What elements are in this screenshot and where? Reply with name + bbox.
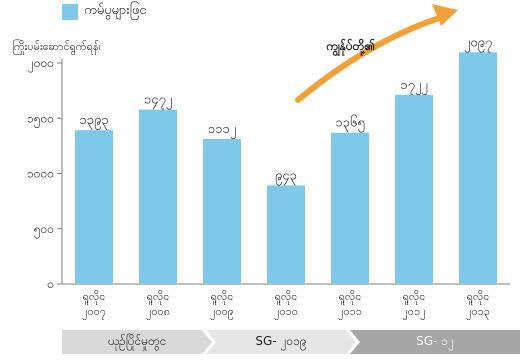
bar [331,132,369,284]
growth-arrow-head [432,4,458,26]
bar [75,130,113,284]
x-tick-label: ၂၀၁၀ [274,305,298,320]
x-tick-label: ရူလိုင [211,290,234,305]
phase-band-1: ယုဉ်ပြိုင်မှုတွင [62,330,212,354]
bar [267,185,305,284]
growth-arrow [295,13,448,103]
y-tick-label: ၁၅၀၀ [27,111,54,128]
legend-label: ကမ်ပွများဖြင [84,3,147,18]
data-label: ၁၇၂၂ [400,78,427,95]
x-tick-label: ရူလိုင [467,290,490,305]
bar [459,52,497,285]
x-tick-label: ရူလိုင [339,290,362,305]
bar [203,139,241,284]
y-axis-label: ကြိုးပမ်းဆောင်ရွက်ရန်၊ [12,40,101,53]
x-tick-label: ၂၀၁၃ [466,305,490,320]
y-tick-label: ၅၀၀ [34,222,54,239]
phase-band-2: SG- ၂၀၁၉ [206,330,356,354]
legend-swatch [62,3,78,20]
x-tick-label: ၂၀၀၉ [210,305,234,320]
x-tick-label: ရူလိုင [147,290,170,305]
legend: ကမ်ပွများဖြင [62,2,147,21]
y-tick-label: ၀ [47,277,54,291]
data-label: ၁၁၁၂ [208,122,236,139]
x-tick-label: ၂၀၁၁ [338,305,362,320]
x-tick-label: ရူလိုင [403,290,426,305]
growth-annotation: ကျွန်ုပ်တို့၏ [326,39,376,53]
bar [395,94,433,284]
x-tick-label: ရူလိုင [83,290,106,305]
x-tick-label: ၂၀၀၈ [146,305,170,320]
data-label: ၂၀၉၇ [464,35,492,52]
x-tick-label: ၂၀၁၂ [402,305,425,320]
data-label: ၉၄၃ [275,168,297,185]
y-tick-label: ၁၀၀၀ [27,167,54,181]
x-tick-label: ၂၀၀၇ [82,305,106,320]
y-tick-label: ၂၀၀၀ [28,56,54,73]
phase-band-3: SG- ၁၂ [350,330,520,354]
data-label: ၁၄၇၂ [144,93,172,110]
bar [139,109,177,284]
x-tick-label: ရူလိုင [275,290,298,305]
data-label: ၁၃၉၃ [79,113,108,130]
data-label: ၁၃၆၅ [335,115,364,133]
